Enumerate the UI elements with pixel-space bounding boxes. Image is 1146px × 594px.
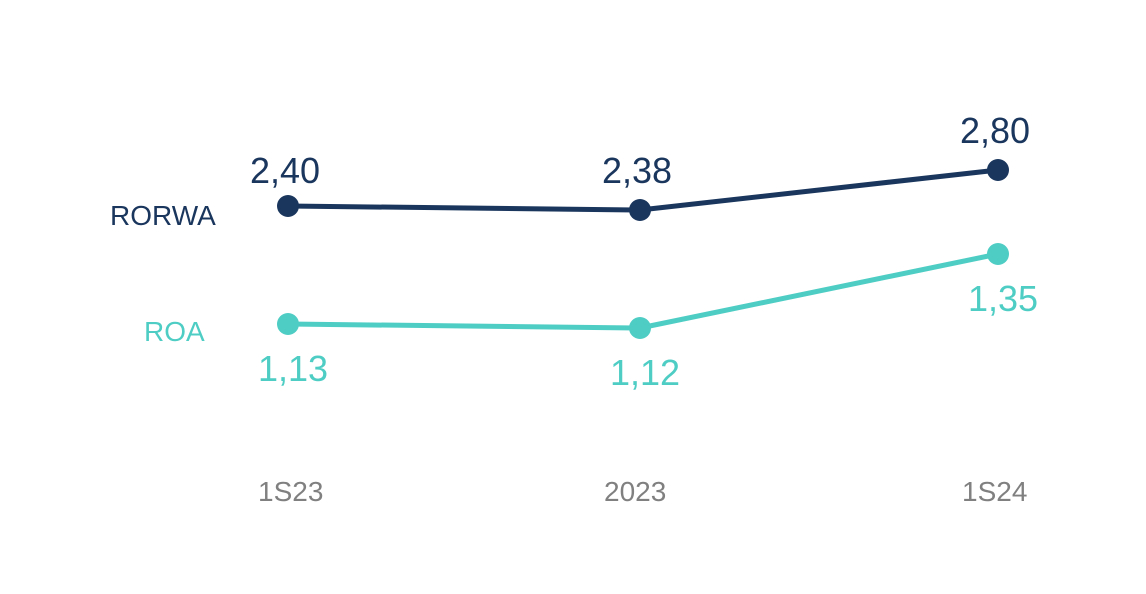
value-label-roa: 1,12 [610,352,680,394]
value-label-rorwa: 2,80 [960,110,1030,152]
x-axis-label: 2023 [604,476,666,508]
series-marker-roa [629,317,651,339]
value-label-rorwa: 2,40 [250,150,320,192]
value-label-roa: 1,35 [968,278,1038,320]
series-marker-rorwa [277,195,299,217]
series-label-roa: ROA [144,316,205,348]
x-axis-label: 1S23 [258,476,323,508]
series-marker-rorwa [629,199,651,221]
series-line-roa [288,254,998,328]
series-marker-rorwa [987,159,1009,181]
x-axis-label: 1S24 [962,476,1027,508]
value-label-rorwa: 2,38 [602,150,672,192]
series-marker-roa [277,313,299,335]
line-chart: RORWA ROA 2,40 2,38 2,80 1,13 1,12 1,35 1S23 2023… [0,0,1146,594]
value-label-roa: 1,13 [258,348,328,390]
series-marker-roa [987,243,1009,265]
series-label-rorwa: RORWA [110,200,216,232]
